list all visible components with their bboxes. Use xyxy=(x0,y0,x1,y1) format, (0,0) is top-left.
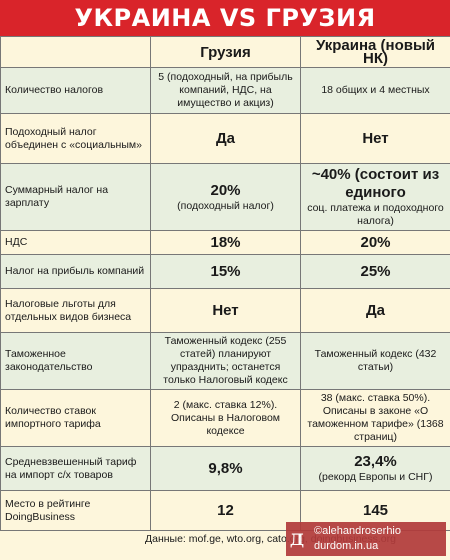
cell-ukraine: 20% xyxy=(300,230,450,255)
row-label: Количество налогов xyxy=(0,67,151,114)
cell-ukraine: 23,4% (рекорд Европы и СНГ) xyxy=(300,446,450,491)
table-row: Суммарный налог на зарплату 20% (подоходны… xyxy=(0,163,450,231)
cell-ukraine: 25% xyxy=(300,254,450,289)
cell-ukraine-value: 23,4% xyxy=(354,453,397,470)
cell-ukraine-value: Нет xyxy=(362,129,389,147)
cell-ukraine: Нет xyxy=(300,113,450,164)
cell-georgia: Нет xyxy=(150,288,301,333)
cell-georgia: 2 (макс. ставка 12%). Описаны в Налогово… xyxy=(150,389,301,447)
cell-ukraine-note: Таможенный кодекс (432 статьи) xyxy=(314,348,437,373)
table-row: Подоходный налог объединен с «социальным… xyxy=(0,113,450,164)
table-row: Количество ставок импортного тарифа 2 (ма… xyxy=(0,389,450,447)
cell-georgia: 12 xyxy=(150,490,301,531)
cell-georgia: Да xyxy=(150,113,301,164)
row-label: Средневзвешенный тариф на импорт с/х тов… xyxy=(0,446,151,491)
cell-georgia-note: 2 (макс. ставка 12%). Описаны в Налогово… xyxy=(170,398,281,437)
cell-ukraine-value: 145 xyxy=(362,501,389,519)
cell-georgia-note: 5 (подоходный, на прибыль компаний, НДС,… xyxy=(158,71,293,109)
table-row: Место в рейтинге DoingBusiness 12 145 xyxy=(0,490,450,531)
cell-ukraine-note: (рекорд Европы и СНГ) xyxy=(318,471,433,483)
row-label: Количество ставок импортного тарифа xyxy=(0,389,151,447)
cell-georgia-value: 18% xyxy=(210,233,241,251)
cell-georgia-note: Таможенный кодекс (255 статей) планируют… xyxy=(163,335,288,386)
cell-georgia-value: Нет xyxy=(212,301,239,319)
table-header: Грузия Украина (новый НК) xyxy=(0,36,450,68)
cell-georgia: 20% (подоходный налог) xyxy=(150,163,301,231)
row-label: Таможенное законодательство xyxy=(0,332,151,390)
table-row: Количество налогов 5 (подоходный, на приб… xyxy=(0,67,450,114)
cell-georgia-value: 9,8% xyxy=(208,459,243,477)
cell-ukraine: 18 общих и 4 местных xyxy=(300,67,450,114)
row-label: Место в рейтинге DoingBusiness xyxy=(0,490,151,531)
cell-georgia-note: (подоходный налог) xyxy=(177,199,274,212)
row-label: Подоходный налог объединен с «социальным… xyxy=(0,113,151,164)
cell-georgia-value: Да xyxy=(215,129,236,147)
row-label: Налог на прибыль компаний xyxy=(0,254,151,289)
cell-ukraine-value: ~40% (состоит из единого xyxy=(311,166,440,201)
header-georgia: Грузия xyxy=(150,36,301,68)
cell-georgia: Таможенный кодекс (255 статей) планируют… xyxy=(150,332,301,390)
cell-ukraine: Да xyxy=(300,288,450,333)
header-empty xyxy=(0,36,151,68)
row-label: НДС xyxy=(0,230,151,255)
watermark-line2: durdom.in.ua xyxy=(314,540,379,552)
cell-ukraine: 38 (макс. ставка 50%). Описаны в законе … xyxy=(300,389,450,447)
table-row: НДС 18% 20% xyxy=(0,230,450,255)
header-ukraine: Украина (новый НК) xyxy=(300,36,450,68)
cell-georgia: 18% xyxy=(150,230,301,255)
table-row: Налоговые льготы для отдельных видов биз… xyxy=(0,288,450,333)
cell-ukraine-note: соц. платежа и подоходного налога) xyxy=(307,202,444,227)
table-row: Таможенное законодательство Таможенный ко… xyxy=(0,332,450,390)
cell-ukraine: ~40% (состоит из единого соц. платежа и п… xyxy=(300,163,450,231)
watermark-line1: ©alehandroserhio xyxy=(314,525,401,537)
cell-georgia: 5 (подоходный, на прибыль компаний, НДС,… xyxy=(150,67,301,114)
table-row: Средневзвешенный тариф на импорт с/х тов… xyxy=(0,446,450,491)
cell-ukraine-note: 38 (макс. ставка 50%). Описаны в законе … xyxy=(307,392,444,443)
cell-georgia: 9,8% xyxy=(150,446,301,491)
table-row: Налог на прибыль компаний 15% 25% xyxy=(0,254,450,289)
cell-georgia-value: 20% xyxy=(210,181,241,199)
comparison-table: Грузия Украина (новый НК) Количество нал… xyxy=(0,36,450,531)
cell-ukraine-value: 20% xyxy=(360,233,391,251)
cell-ukraine-value: Да xyxy=(365,301,386,319)
watermark-logo-icon: Д xyxy=(289,529,305,549)
cell-ukraine-note: 18 общих и 4 местных xyxy=(321,84,430,96)
cell-ukraine-value: 25% xyxy=(360,262,391,280)
cell-georgia: 15% xyxy=(150,254,301,289)
cell-georgia-value: 15% xyxy=(210,262,241,280)
watermark-text: ©alehandroserhio durdom.in.ua xyxy=(308,524,401,554)
cell-georgia-value: 12 xyxy=(217,501,234,519)
row-label: Налоговые льготы для отдельных видов биз… xyxy=(0,288,151,333)
page-title: УКРАИНА VS ГРУЗИЯ xyxy=(0,0,450,36)
watermark: Д ©alehandroserhio durdom.in.ua xyxy=(286,522,446,556)
cell-ukraine: Таможенный кодекс (432 статьи) xyxy=(300,332,450,390)
row-label: Суммарный налог на зарплату xyxy=(0,163,151,231)
